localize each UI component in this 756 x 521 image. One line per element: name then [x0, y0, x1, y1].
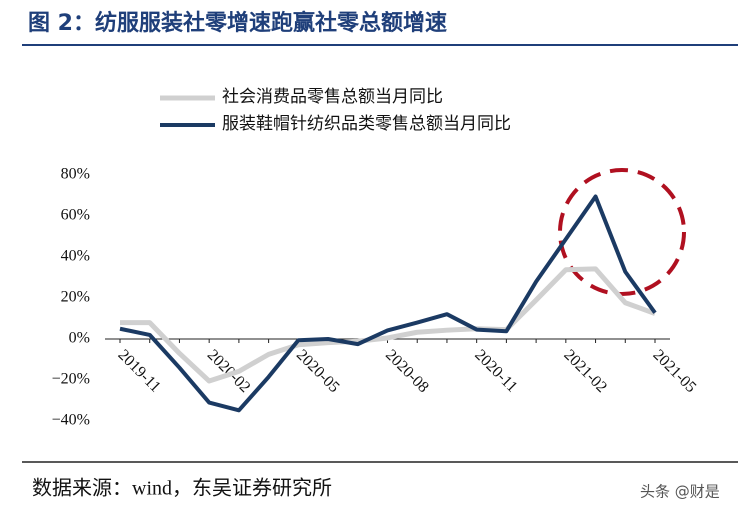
x-tick-label: 2020-02	[204, 346, 254, 396]
y-tick-label: −40%	[52, 412, 90, 429]
y-tick-label: −20%	[52, 371, 90, 388]
x-tick-label: 2019-11	[115, 346, 164, 395]
y-tick-label: 0%	[69, 330, 90, 347]
x-tick-label: 2020-11	[471, 346, 520, 395]
x-tick-label: 2021-02	[560, 346, 610, 396]
series-line	[119, 194, 657, 413]
series-line	[120, 266, 656, 384]
x-tick-label: 2020-05	[293, 346, 343, 396]
chart-title: 图 2：纺服服装社零增速跑赢社零总额增速	[28, 10, 447, 36]
highlight-circle	[558, 168, 686, 296]
y-tick-label: 20%	[61, 289, 90, 306]
legend-label: 服装鞋帽针纺织品类零售总额当月同比	[222, 114, 511, 133]
y-tick-label: 40%	[61, 248, 90, 265]
x-tick-label: 2021-05	[650, 346, 700, 396]
y-tick-label: 60%	[61, 207, 90, 224]
source: 数据来源：wind，东吴证券研究所	[32, 477, 332, 500]
watermark: 头条 @财是	[640, 483, 720, 501]
legend-label: 社会消费品零售总额当月同比	[222, 87, 443, 106]
x-tick-label: 2020-08	[382, 346, 432, 396]
y-tick-label: 80%	[61, 166, 90, 183]
